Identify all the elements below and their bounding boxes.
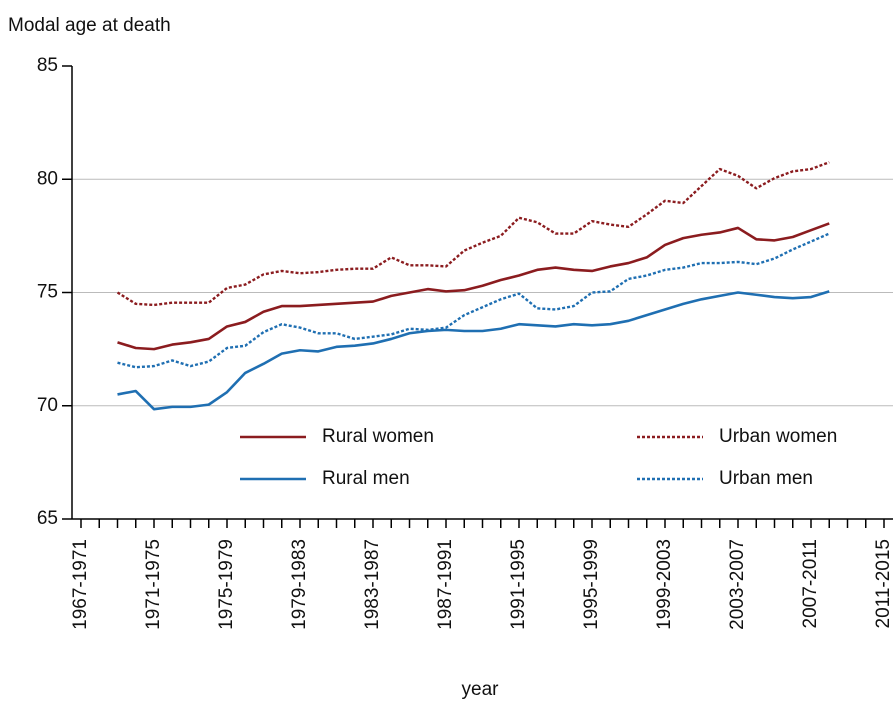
- y-tick-label: 65: [37, 508, 58, 529]
- series-line: [117, 290, 830, 411]
- y-tick-label: 70: [37, 395, 58, 416]
- x-tick-label: 2011-2015: [873, 539, 894, 628]
- x-tick-label: 1971-1975: [143, 539, 164, 630]
- x-tick-label: 1995-1999: [581, 539, 602, 630]
- x-tick-label: 2003-2007: [727, 539, 748, 630]
- series-line: [117, 232, 830, 369]
- legend-label: Rural men: [322, 468, 410, 489]
- legend-label: Rural women: [322, 426, 434, 447]
- legend-label: Urban men: [719, 468, 813, 489]
- legend-label: Urban women: [719, 426, 837, 447]
- x-tick-label: 1967-1971: [70, 539, 91, 630]
- series-line: [116, 161, 830, 307]
- y-tick-label: 80: [37, 168, 58, 189]
- x-tick-label: 1991-1995: [508, 539, 529, 630]
- x-tick-label: 1979-1983: [289, 539, 310, 630]
- y-axis-title: Modal age at death: [8, 15, 171, 36]
- x-tick-label: 2007-2011: [800, 539, 821, 628]
- x-axis-title: year: [462, 679, 500, 700]
- x-tick-label: 1987-1991: [435, 539, 456, 630]
- x-tick-label: 1975-1979: [216, 539, 237, 630]
- y-tick-label: 85: [37, 55, 58, 76]
- x-tick-label: 1999-2003: [654, 539, 675, 630]
- x-tick-label: 1983-1987: [362, 539, 383, 630]
- series-line: [117, 222, 830, 351]
- y-tick-label: 75: [37, 282, 58, 303]
